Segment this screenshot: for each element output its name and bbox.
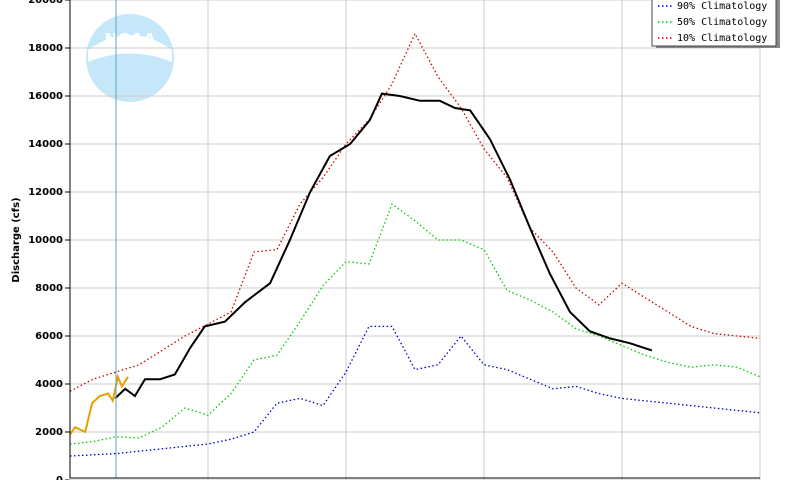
legend: 90% Climatology 50% Climatology 10% Climat… bbox=[651, 0, 780, 48]
y-tick-label: 12000 bbox=[28, 187, 63, 198]
logo: NOAA bbox=[86, 14, 174, 102]
series-line bbox=[69, 202, 761, 445]
y-tick-label: 6000 bbox=[35, 331, 63, 342]
y-tick-label: 18000 bbox=[28, 43, 63, 54]
y-tick-label: 10000 bbox=[28, 235, 63, 246]
y-tick-label: 14000 bbox=[28, 139, 63, 150]
series-line bbox=[114, 92, 653, 400]
y-axis-label: Discharge (cfs) bbox=[11, 197, 22, 282]
y-tick-label: 4000 bbox=[35, 379, 63, 390]
y-tick-label: 0 bbox=[56, 475, 63, 480]
series-line bbox=[69, 373, 129, 435]
y-tick-label: 8000 bbox=[35, 283, 63, 294]
legend-box bbox=[651, 0, 777, 47]
y-tick-label: 20000 bbox=[28, 0, 63, 6]
y-tick-label: 16000 bbox=[28, 91, 63, 102]
legend-label: 10% Climatology bbox=[677, 33, 767, 44]
legend-label: 90% Climatology bbox=[677, 1, 767, 12]
logo-circle bbox=[86, 14, 174, 102]
logo-text: NOAA bbox=[104, 30, 156, 49]
legend-label: 50% Climatology bbox=[677, 17, 767, 28]
series-line bbox=[69, 32, 761, 392]
y-tick-label: 2000 bbox=[35, 427, 63, 438]
